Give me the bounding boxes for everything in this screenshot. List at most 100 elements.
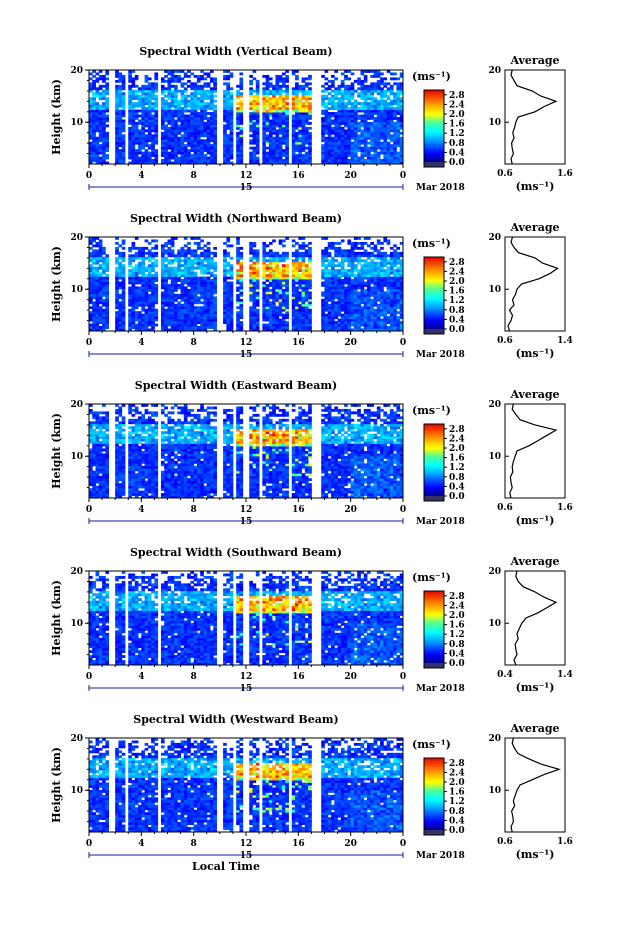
heatmap-cell	[239, 291, 244, 295]
heatmap-cell	[213, 136, 217, 140]
heatmap-cell	[281, 301, 286, 305]
heatmap-cell	[340, 119, 345, 123]
heatmap-cell	[134, 293, 139, 297]
heatmap-cell	[98, 288, 103, 292]
heatmap-cell	[255, 286, 260, 290]
heatmap-cell	[183, 288, 188, 292]
heatmap-cell	[134, 237, 139, 240]
heatmap-cell	[115, 313, 119, 317]
heatmap-cell	[249, 161, 253, 165]
heatmap-cell	[115, 72, 119, 76]
heatmap-cell	[334, 119, 338, 123]
heatmap-cell	[380, 112, 384, 115]
heatmap-cell	[334, 129, 338, 133]
heatmap-cell	[141, 291, 145, 295]
heatmap-cell	[308, 149, 312, 153]
heatmap-cell	[252, 70, 257, 73]
heatmap-cell	[118, 139, 123, 143]
heatmap-cell	[367, 269, 371, 273]
heatmap-cell	[239, 79, 244, 83]
heatmap-cell	[370, 298, 374, 302]
heatmap-cell	[121, 77, 126, 81]
heatmap-cell	[115, 154, 119, 157]
heatmap-cell	[210, 77, 214, 81]
heatmap-cell	[115, 293, 119, 297]
heatmap-cell	[190, 99, 195, 103]
heatmap-cell	[183, 261, 188, 265]
heatmap-cell	[213, 316, 217, 320]
heatmap-cell	[252, 288, 257, 292]
heatmap-cell	[331, 79, 335, 83]
heatmap-cell	[265, 286, 270, 290]
heatmap-cell	[327, 308, 332, 312]
heatmap-cell	[304, 318, 309, 322]
heatmap-cell	[121, 99, 126, 103]
heatmap-cell	[187, 109, 191, 113]
heatmap-cell	[324, 279, 329, 282]
heatmap-cell	[262, 281, 267, 285]
heatmap-cell	[92, 321, 96, 324]
heatmap-cell	[206, 279, 211, 282]
heatmap-cell	[92, 99, 96, 103]
heatmap-cell	[383, 159, 388, 162]
heatmap-cell	[89, 97, 93, 101]
heatmap-cell	[347, 146, 352, 150]
heatmap-cell	[170, 146, 175, 150]
heatmap-cell	[200, 144, 204, 148]
heatmap-cell	[92, 131, 96, 135]
heatmap-cell	[249, 326, 253, 329]
heatmap-cell	[105, 109, 110, 113]
heatmap-cell	[334, 159, 338, 162]
heatmap-cell	[272, 161, 276, 165]
heatmap-cell	[304, 77, 309, 81]
colorbar-swatch	[424, 135, 444, 138]
heatmap-cell	[180, 254, 185, 258]
heatmap-cell	[177, 266, 181, 270]
heatmap-cell	[281, 264, 286, 268]
heatmap-cell	[115, 159, 119, 162]
heatmap-cell	[337, 249, 342, 253]
heatmap-cell	[363, 79, 368, 83]
heatmap-cell	[363, 288, 368, 292]
heatmap-cell	[187, 318, 191, 322]
heatmap-cell	[128, 311, 132, 315]
heatmap-cell	[367, 291, 371, 295]
heatmap-cell	[304, 274, 309, 277]
heatmap-cell	[210, 131, 214, 135]
heatmap-cell	[226, 114, 231, 118]
heatmap-cell	[213, 121, 217, 125]
heatmap-cell	[151, 109, 155, 113]
heatmap-cell	[272, 259, 276, 263]
heatmap-cell	[308, 323, 312, 327]
heatmap-cell	[262, 141, 267, 145]
heatmap-cell	[301, 84, 306, 88]
heatmap-cell	[347, 293, 352, 297]
heatmap-cell	[272, 141, 276, 145]
heatmap-cell	[147, 254, 152, 258]
heatmap-cell	[255, 288, 260, 292]
heatmap-cell	[183, 286, 188, 290]
heatmap-cell	[380, 151, 384, 155]
heatmap-cell	[167, 249, 172, 253]
heatmap-cell	[105, 321, 110, 324]
heatmap-cell	[206, 264, 211, 268]
heatmap-cell	[373, 119, 378, 123]
heatmap-cell	[239, 306, 244, 310]
heatmap-cell	[367, 254, 371, 258]
heatmap-cell	[265, 298, 270, 302]
heatmap-cell	[213, 109, 217, 113]
heatmap-cell	[210, 124, 214, 128]
heatmap-cell	[118, 136, 123, 140]
heatmap-cell	[95, 94, 100, 98]
heatmap-cell	[350, 89, 355, 93]
heatmap-cell	[102, 84, 106, 88]
heatmap-cell	[151, 286, 155, 290]
heatmap-cell	[206, 323, 211, 327]
heatmap-cell	[226, 271, 231, 275]
heatmap-cell	[92, 288, 96, 292]
heatmap-cell	[151, 284, 155, 287]
heatmap-cell	[105, 316, 110, 320]
heatmap-cell	[177, 293, 181, 297]
heatmap-cell	[360, 276, 365, 280]
